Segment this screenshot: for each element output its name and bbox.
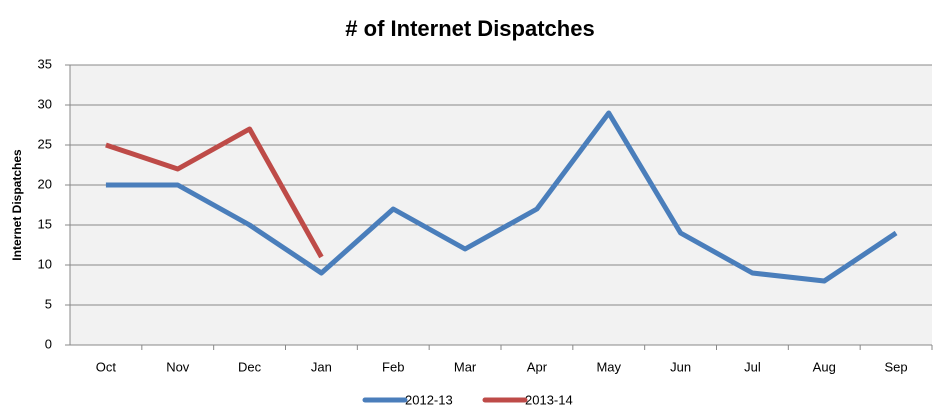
- x-tick-label: Jul: [744, 359, 761, 374]
- series-line: [105, 110, 898, 284]
- x-tick-label: Jan: [311, 359, 332, 374]
- legend-label: 2013-14: [525, 392, 573, 407]
- y-tick-label: 25: [38, 136, 52, 151]
- x-tick-label: Apr: [527, 359, 548, 374]
- x-tick-label: Jun: [670, 359, 691, 374]
- y-tick-label: 10: [38, 256, 52, 271]
- y-tick-label: 0: [45, 336, 52, 351]
- x-tick-label: Aug: [813, 359, 836, 374]
- x-tick-label: Mar: [454, 359, 477, 374]
- x-tick-label: May: [596, 359, 621, 374]
- x-tick-label: Feb: [382, 359, 404, 374]
- y-tick-label: 35: [38, 56, 52, 71]
- x-tick-label: Nov: [166, 359, 190, 374]
- y-tick-label: 20: [38, 176, 52, 191]
- x-tick-label: Oct: [96, 359, 117, 374]
- y-axis-label: Internet Dispatches: [10, 149, 24, 261]
- x-tick-label: Sep: [885, 359, 908, 374]
- plot-area: [70, 65, 932, 345]
- x-tick-label: Dec: [238, 359, 262, 374]
- chart-title: # of Internet Dispatches: [345, 16, 594, 41]
- y-tick-label: 15: [38, 216, 52, 231]
- y-tick-label: 30: [38, 96, 52, 111]
- legend-label: 2012-13: [405, 392, 453, 407]
- y-tick-label: 5: [45, 296, 52, 311]
- series-line: [105, 126, 324, 259]
